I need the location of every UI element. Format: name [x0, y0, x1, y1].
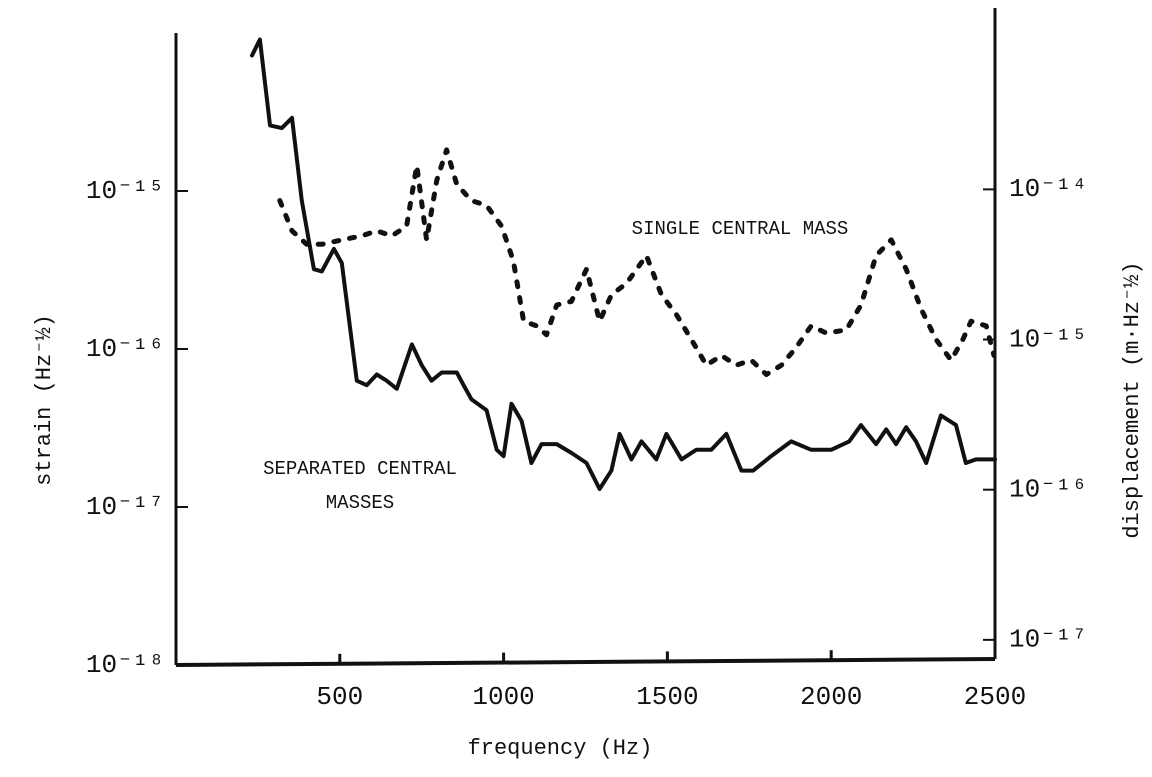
x-tick-label: 1000: [472, 682, 534, 712]
solid-line: [250, 37, 997, 491]
y-tick-label: 10⁻¹⁷: [86, 492, 164, 522]
y-tick-label: 10⁻¹⁸: [86, 650, 164, 680]
series-label: SINGLE CENTRAL MASS: [631, 218, 849, 240]
x-tick-label: 2000: [800, 682, 862, 712]
dotted-line: [277, 147, 997, 377]
y2-tick-label: 10⁻¹⁷: [1009, 625, 1087, 655]
y-tick-label: 10⁻¹⁶: [86, 334, 164, 364]
y2-axis-label: displacement (m·Hz⁻½): [1120, 261, 1145, 538]
y-tick-label: 10⁻¹⁵: [86, 176, 164, 206]
series-label: SEPARATED CENTRAL MASSES: [263, 458, 457, 514]
x-tick-label: 1500: [636, 682, 698, 712]
y-axis-label: strain (Hz⁻½): [32, 314, 57, 486]
y2-tick-label: 10⁻¹⁵: [1009, 324, 1087, 354]
x-tick-label: 500: [316, 682, 363, 712]
x-tick-label: 2500: [964, 682, 1026, 712]
y2-tick-label: 10⁻¹⁶: [1009, 475, 1087, 505]
y2-tick-label: 10⁻¹⁴: [1009, 174, 1087, 204]
x-axis-label: frequency (Hz): [468, 736, 653, 761]
x-axis: [175, 657, 996, 667]
